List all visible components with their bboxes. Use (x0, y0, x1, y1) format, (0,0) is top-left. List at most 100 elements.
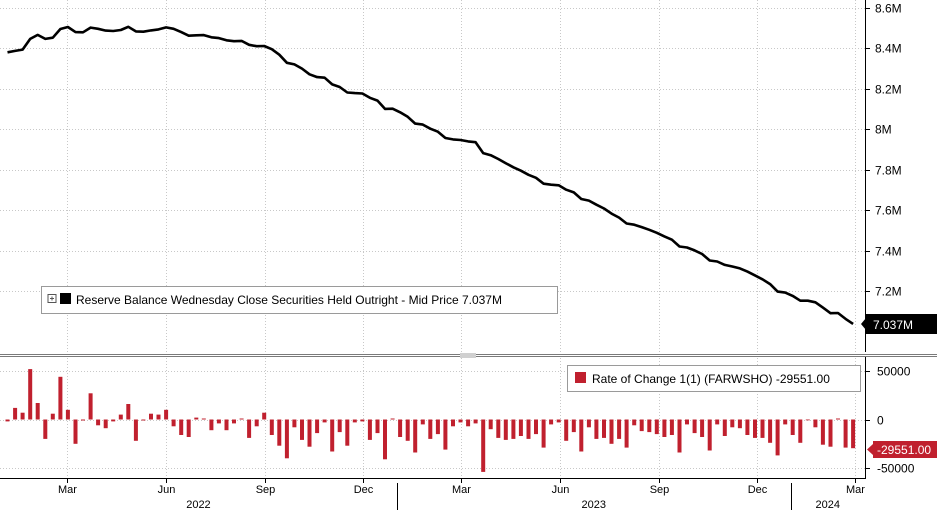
top-ytick-label-2: 8.2M (875, 83, 902, 97)
top-y-axis-ticks: 8.6M 8.4M 8.2M 8M 7.8M 7.6M 7.4M 7.2M (865, 2, 902, 299)
bar-105 (798, 419, 803, 443)
bar-27 (209, 419, 214, 431)
bar-107 (813, 419, 818, 428)
bar-18 (141, 419, 146, 421)
panel-resize-handle[interactable] (460, 353, 476, 358)
bar-92 (700, 419, 705, 437)
bar-31 (239, 418, 244, 420)
bar-54 (413, 419, 418, 453)
bar-47 (360, 419, 365, 422)
bar-32 (247, 419, 252, 438)
bar-30 (232, 419, 236, 424)
bar-55 (420, 419, 425, 425)
bar-66 (503, 419, 508, 440)
bot-ytick-label-0: 50000 (877, 365, 911, 379)
bar-5 (43, 419, 48, 439)
bar-73 (556, 419, 561, 423)
bar-43 (330, 419, 335, 452)
bar-61 (466, 419, 471, 427)
top-ytick-label-1: 8.4M (875, 42, 902, 56)
top-ytick-label-0: 8.6M (875, 2, 902, 16)
bar-98 (745, 419, 750, 435)
bar-34 (262, 412, 267, 420)
bar-14 (111, 419, 116, 422)
top-last-value-label: 7.037M (873, 318, 913, 332)
bar-40 (307, 419, 312, 447)
bar-10 (81, 419, 85, 421)
bot-ytick-label-2: -50000 (877, 462, 915, 476)
bar-82 (624, 419, 629, 448)
bar-60 (458, 419, 463, 423)
bar-110 (836, 418, 840, 420)
bar-104 (790, 419, 795, 435)
x-year-label-2023: 2023 (582, 499, 606, 510)
x-year-label-2022: 2022 (186, 499, 210, 510)
bar-38 (292, 419, 297, 428)
bar-26 (201, 418, 206, 420)
bar-79 (602, 419, 606, 438)
bar-111 (843, 419, 848, 448)
top-ytick-label-7: 7.2M (875, 285, 902, 299)
bar-102 (775, 419, 780, 456)
top-panel: 8.6M 8.4M 8.2M 8M 7.8M 7.6M 7.4M 7.2M 7.037M Re… (0, 0, 937, 352)
bar-97 (737, 419, 742, 429)
bar-100 (760, 419, 765, 438)
bar-88 (669, 419, 674, 435)
x-month-label-0: Mar (58, 484, 77, 496)
bar-50 (383, 419, 387, 460)
bar-101 (768, 419, 773, 443)
bar-84 (639, 419, 644, 432)
bar-96 (730, 419, 735, 428)
bar-103 (783, 419, 788, 425)
bar-71 (541, 419, 546, 448)
bar-46 (352, 419, 357, 423)
bar-3 (28, 369, 33, 420)
x-month-label-1: Jun (158, 484, 176, 496)
bar-91 (692, 419, 697, 434)
bar-64 (488, 419, 493, 430)
top-last-value-background (866, 314, 937, 334)
top-last-value-pointer (861, 318, 866, 330)
top-ytick-label-4: 7.8M (875, 164, 902, 178)
bar-67 (511, 419, 516, 439)
x-month-label-7: Dec (748, 484, 768, 496)
top-legend[interactable]: Reserve Balance Wednesday Close Securiti… (41, 286, 558, 314)
bar-83 (632, 419, 637, 426)
bar-63 (481, 419, 486, 472)
bar-2 (20, 412, 25, 420)
bar-72 (549, 419, 554, 425)
bar-87 (662, 419, 667, 437)
x-month-label-8: Mar (846, 484, 865, 496)
bar-13 (103, 419, 108, 429)
bar-41 (315, 419, 320, 434)
bar-51 (390, 418, 395, 420)
bar-59 (451, 419, 455, 427)
bar-68 (518, 419, 523, 436)
bottom-legend-label: Rate of Change 1(1) (FARWSHO) -29551.00 (592, 372, 830, 386)
bar-108 (820, 419, 825, 445)
x-axis-month-labels: Mar Jun Sep Dec Mar Jun Sep Dec Mar (58, 484, 865, 496)
bar-69 (526, 419, 531, 439)
bar-19 (149, 413, 153, 420)
bar-53 (405, 419, 410, 441)
bottom-panel: 50000 0 -50000 -29551.00 Rate of Change 1(… (0, 357, 937, 478)
bottom-last-value-pointer (867, 444, 873, 455)
bar-65 (496, 419, 501, 438)
bar-0 (5, 419, 10, 422)
bar-28 (216, 419, 221, 424)
bar-58 (443, 419, 448, 450)
x-axis: Mar Jun Sep Dec Mar Jun Sep Dec Mar 2022 2023 2024 (0, 478, 866, 510)
bar-12 (96, 419, 101, 426)
bottom-legend[interactable]: Rate of Change 1(1) (FARWSHO) -29551.00 (567, 365, 861, 392)
bar-57 (435, 419, 440, 435)
bar-78 (594, 419, 599, 439)
legend-swatch-securities-held (60, 293, 71, 304)
x-month-label-3: Dec (354, 484, 374, 496)
bar-75 (571, 419, 576, 433)
bar-112 (851, 419, 856, 449)
bar-4 (35, 403, 40, 420)
x-month-label-5: Jun (552, 484, 570, 496)
bar-24 (186, 419, 191, 437)
bar-90 (685, 419, 689, 425)
